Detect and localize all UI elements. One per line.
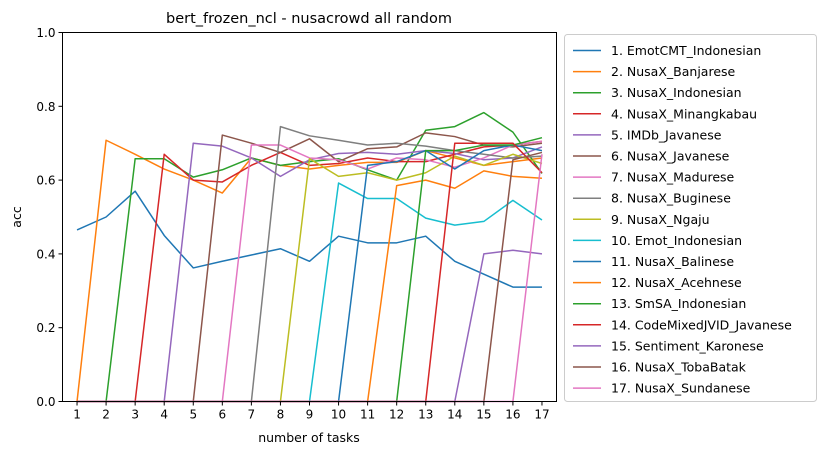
x-tick-label: 17 [534, 408, 549, 422]
legend-item: 8. NusaX_Buginese [573, 191, 731, 206]
legend-item: 16. NusaX_TobaBatak [573, 360, 747, 375]
legend-frame [564, 34, 817, 402]
y-tick-label: 0.0 [36, 395, 55, 409]
legend-item: 12. NusaX_Acehnese [573, 275, 742, 290]
x-axis: 1 2 3 4 5 6 7 8 9 10 11 12 13 14 15 16 17 [73, 401, 550, 422]
series-line-12 [77, 170, 543, 403]
y-tick-label: 1.0 [36, 26, 55, 40]
y-axis: 0.0 0.2 0.4 0.6 0.8 1.0 [36, 26, 63, 409]
x-tick-label: 6 [219, 408, 227, 422]
legend-label: 9. NusaX_Ngaju [611, 212, 710, 227]
legend-item: 14. CodeMixedJVID_Javanese [573, 317, 792, 332]
series-line-3 [77, 111, 543, 403]
x-tick-label: 3 [131, 408, 139, 422]
legend-label: 2. NusaX_Banjarese [611, 64, 736, 79]
legend-label: 4. NusaX_Minangkabau [611, 106, 757, 121]
series-line-9 [77, 153, 543, 403]
series-line-17 [77, 154, 543, 403]
y-tick-label: 0.4 [36, 247, 55, 261]
series-line-11 [77, 144, 543, 403]
series-line-1 [76, 190, 542, 288]
legend-label: 16. NusaX_TobaBatak [611, 360, 747, 375]
y-axis-label: acc [9, 206, 24, 228]
plot-lines [76, 111, 543, 403]
series-line-16 [77, 151, 543, 403]
series-line-4 [77, 140, 543, 403]
x-tick-label: 12 [389, 408, 404, 422]
series-line-14 [77, 142, 543, 403]
legend-label: 5. IMDb_Javanese [611, 127, 722, 142]
legend-item: 4. NusaX_Minangkabau [573, 106, 757, 121]
x-tick-label: 16 [505, 408, 520, 422]
series-line-2 [76, 139, 543, 402]
chart-title: bert_frozen_ncl - nusacrowd all random [166, 11, 452, 27]
x-axis-label: number of tasks [258, 430, 360, 445]
x-tick-label: 7 [248, 408, 256, 422]
legend-label: 8. NusaX_Buginese [611, 191, 731, 206]
legend-item: 2. NusaX_Banjarese [573, 64, 736, 79]
y-tick-label: 0.8 [36, 100, 55, 114]
x-tick-label: 9 [306, 408, 314, 422]
x-tick-label: 15 [476, 408, 491, 422]
legend-label: 17. NusaX_Sundanese [611, 381, 751, 396]
legend-item: 11. NusaX_Balinese [573, 254, 734, 269]
series-line-5 [77, 142, 543, 403]
x-tick-label: 1 [73, 408, 81, 422]
legend-item: 10. Emot_Indonesian [573, 233, 742, 248]
legend-label: 14. CodeMixedJVID_Javanese [611, 317, 792, 332]
legend-item: 13. SmSA_Indonesian [573, 296, 746, 311]
legend-item: 1. EmotCMT_Indonesian [573, 43, 761, 58]
legend-label: 11. NusaX_Balinese [611, 254, 734, 269]
legend-label: 6. NusaX_Javanese [611, 149, 730, 164]
x-tick-label: 8 [277, 408, 285, 422]
y-tick-label: 0.6 [36, 174, 55, 188]
series-line-8 [77, 125, 543, 403]
legend-item: 17. NusaX_Sundanese [573, 381, 751, 396]
legend-label: 3. NusaX_Indonesian [611, 85, 742, 100]
plot-frame [62, 32, 557, 402]
series-line-6 [77, 132, 543, 403]
legend-label: 10. Emot_Indonesian [611, 233, 742, 248]
x-tick-label: 4 [160, 408, 168, 422]
legend-item: 15. Sentiment_Karonese [573, 338, 764, 353]
series-line-15 [77, 249, 543, 403]
x-tick-label: 11 [360, 408, 375, 422]
y-tick-label: 0.2 [36, 321, 55, 335]
legend-item: 6. NusaX_Javanese [573, 149, 730, 164]
legend-item: 9. NusaX_Ngaju [573, 212, 710, 227]
legend-label: 12. NusaX_Acehnese [611, 275, 742, 290]
legend-label: 13. SmSA_Indonesian [611, 296, 746, 311]
legend-label: 7. NusaX_Madurese [611, 170, 735, 185]
legend-label: 15. Sentiment_Karonese [611, 338, 764, 353]
legend-item: 3. NusaX_Indonesian [573, 85, 742, 100]
legend-label: 1. EmotCMT_Indonesian [611, 43, 761, 58]
x-tick-label: 5 [189, 408, 197, 422]
legend: 1. EmotCMT_Indonesian 2. NusaX_Banjarese 3… [564, 34, 817, 402]
x-tick-label: 13 [418, 408, 433, 422]
legend-item: 5. IMDb_Javanese [573, 127, 722, 142]
x-tick-label: 10 [331, 408, 346, 422]
x-tick-label: 2 [102, 408, 110, 422]
legend-item: 7. NusaX_Madurese [573, 170, 735, 185]
series-line-7 [77, 140, 543, 403]
x-tick-label: 14 [447, 408, 462, 422]
series-line-10 [77, 182, 543, 403]
